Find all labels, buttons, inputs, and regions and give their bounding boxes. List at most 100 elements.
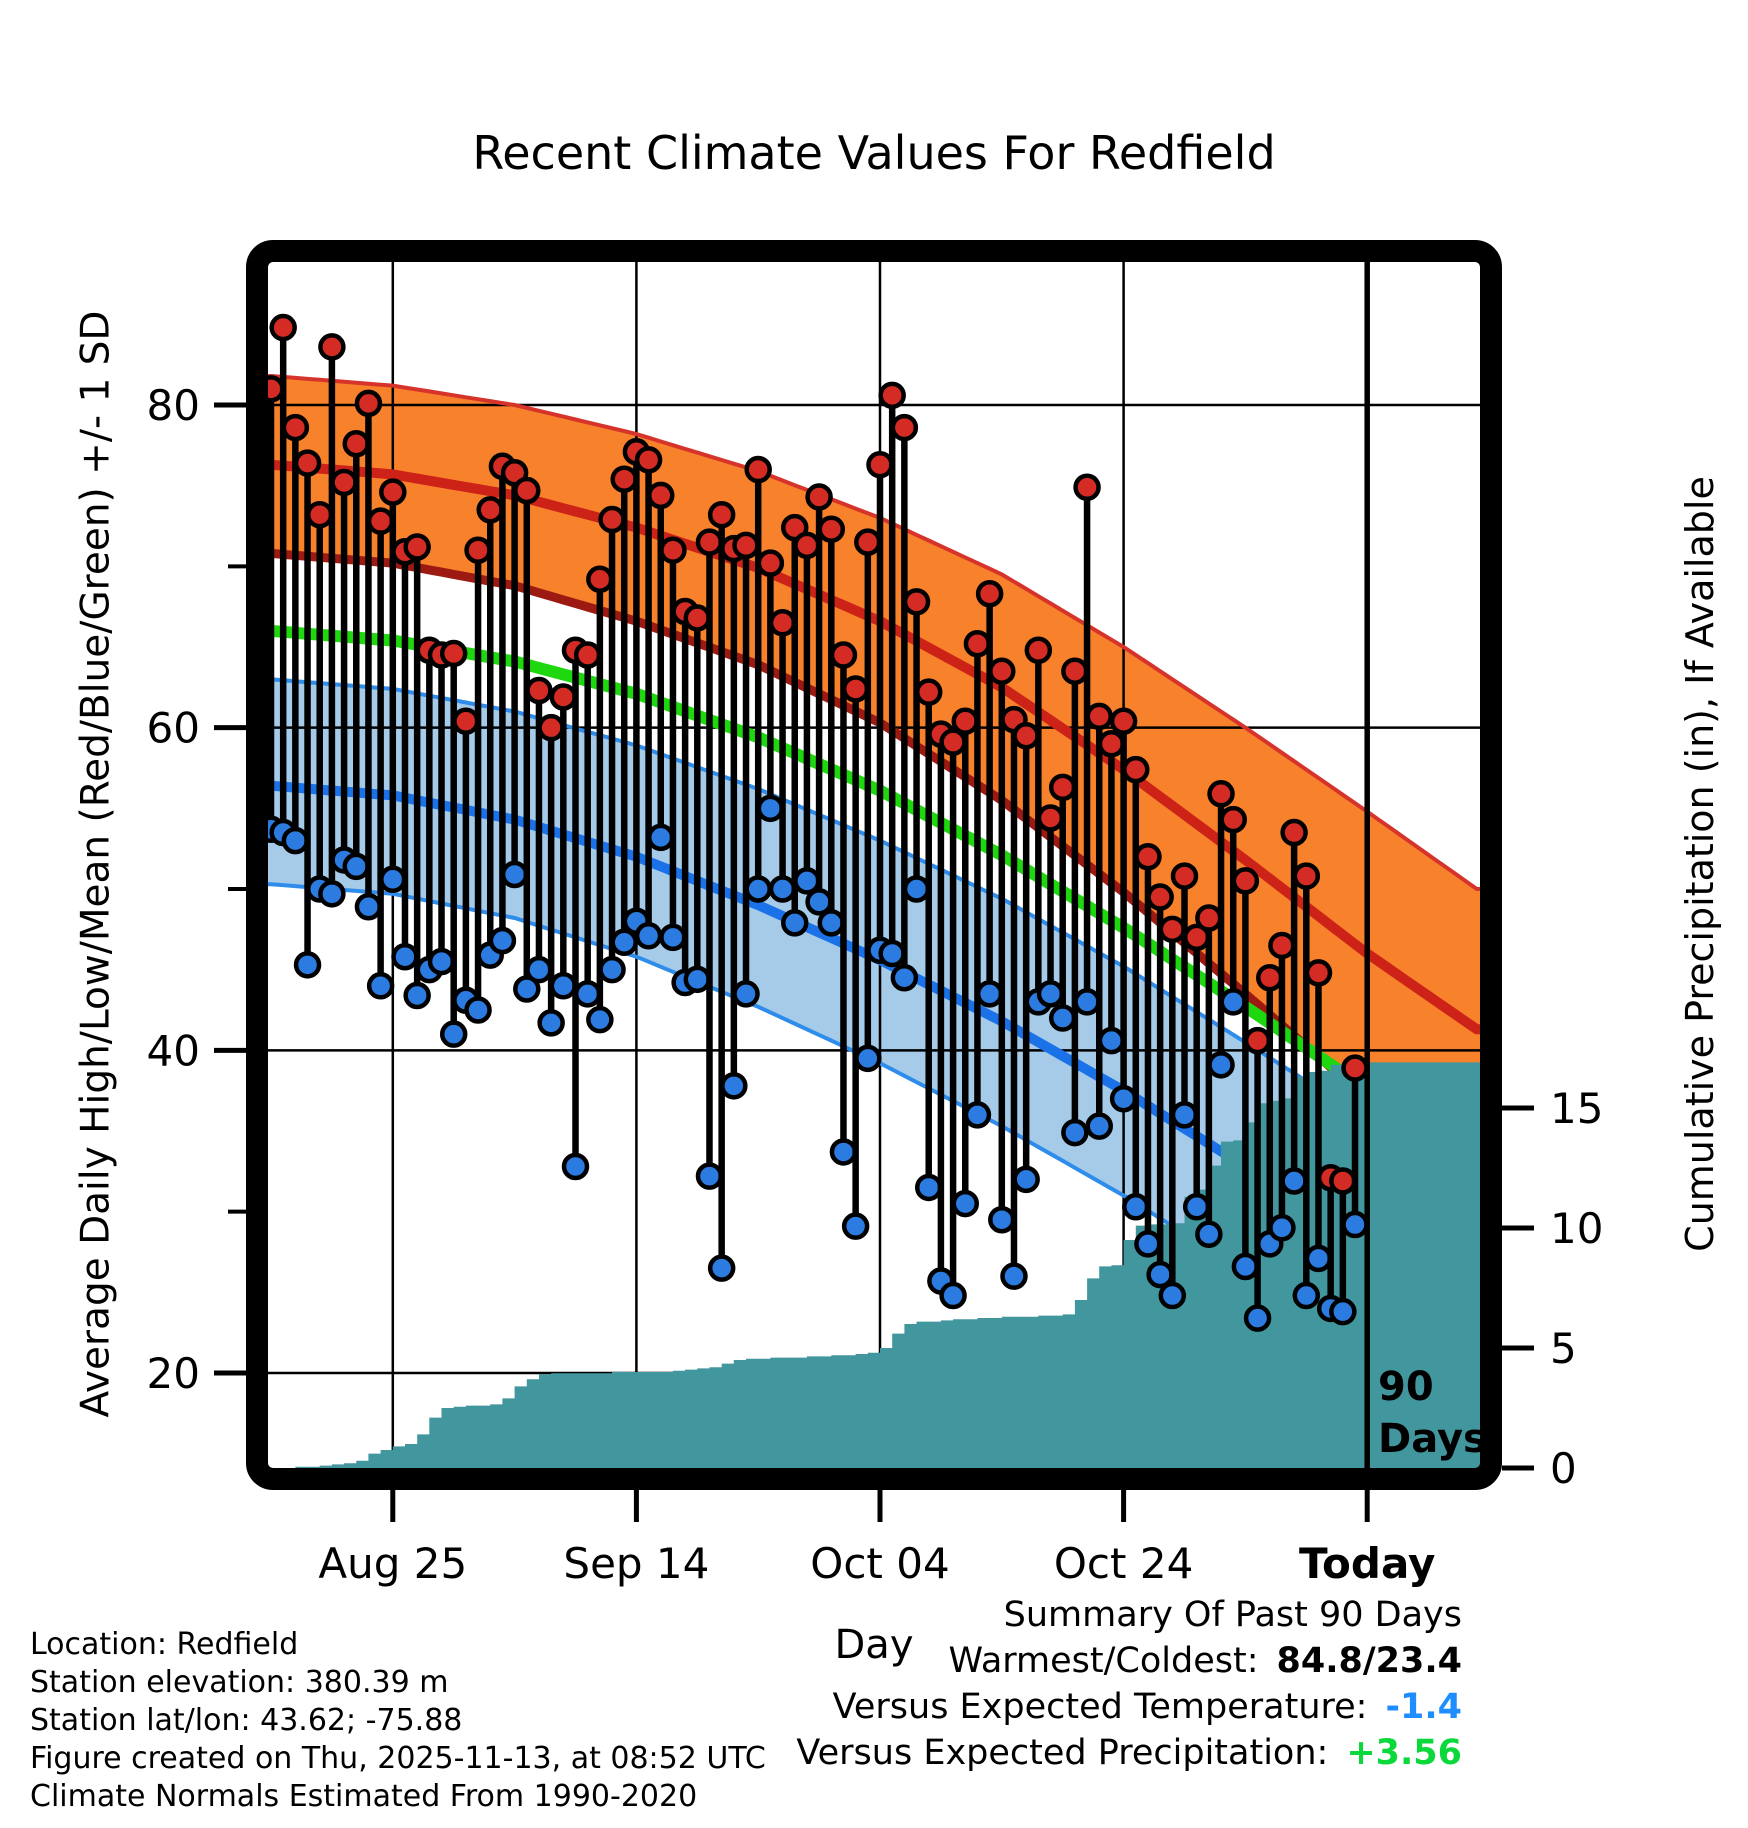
low-dot-day70 (1109, 1084, 1138, 1113)
high-dot-day26 (573, 641, 602, 669)
low-dot-day62 (1012, 1165, 1040, 1194)
high-dot-day80 (1231, 867, 1260, 895)
high-dot-day17 (464, 536, 492, 564)
vs-precipitation-value: +3.56 (1346, 1733, 1462, 1773)
low-dot-day48 (841, 1212, 870, 1240)
low-dot-day58 (963, 1101, 992, 1129)
high-dot-day27 (586, 565, 614, 593)
metadata-location: Location: Redfield (30, 1627, 299, 1662)
high-dot-day54 (914, 678, 943, 706)
low-dot-day78 (1207, 1051, 1235, 1079)
high-dot-day28 (598, 505, 626, 534)
high-dot-day69 (1097, 730, 1126, 758)
low-dot-day24 (549, 972, 578, 1000)
high-dot-day62 (1012, 721, 1040, 750)
low-dot-day54 (914, 1173, 943, 1202)
high-dot-day79 (1219, 805, 1247, 834)
y-left-tick-label-80: 80 (147, 381, 200, 430)
high-dot-day83 (1268, 931, 1296, 960)
low-dot-day29 (610, 928, 638, 956)
high-dot-day5 (318, 333, 346, 361)
metadata-latlon: Station lat/lon: 43.62; -75.88 (30, 1703, 463, 1738)
low-dot-day12 (403, 981, 431, 1010)
high-dot-day40 (744, 455, 772, 484)
low-dot-day28 (598, 955, 626, 984)
high-dot-day3 (293, 449, 322, 477)
low-dot-day49 (854, 1044, 882, 1073)
high-dot-day70 (1109, 707, 1138, 735)
low-dot-day66 (1061, 1118, 1089, 1147)
low-dot-day68 (1085, 1112, 1113, 1140)
low-dot-day47 (829, 1138, 858, 1166)
y-left-tick-label-60: 60 (147, 704, 200, 753)
high-dot-day8 (354, 389, 383, 418)
low-dot-day56 (939, 1281, 967, 1310)
low-dot-day42 (768, 875, 797, 903)
warmest-coldest-label: Warmest/Coldest: (948, 1641, 1259, 1681)
high-dot-day47 (829, 641, 858, 669)
high-dot-day7 (342, 429, 371, 458)
x-axis-label: Day (834, 1622, 914, 1668)
vs-temperature-value: -1.4 (1385, 1687, 1462, 1727)
low-dot-day10 (379, 865, 407, 894)
high-dot-day89 (1341, 1054, 1369, 1082)
low-dot-day81 (1243, 1304, 1272, 1332)
low-dot-day79 (1219, 988, 1247, 1016)
low-dot-day23 (537, 1009, 565, 1037)
low-dot-day32 (647, 823, 675, 852)
low-dot-day31 (634, 922, 663, 950)
high-mean-line (263, 459, 1485, 1035)
low-dot-day37 (707, 1254, 736, 1282)
high-dot-day85 (1292, 862, 1321, 890)
low-dot-day7 (342, 852, 371, 881)
low-dot-day15 (439, 1020, 468, 1048)
low-dot-day84 (1280, 1167, 1308, 1195)
y-axis-right-label: Cumulative Precipitation (in), If Availa… (1678, 476, 1722, 1252)
low-dot-day67 (1073, 988, 1101, 1016)
high-dot-day71 (1122, 755, 1150, 784)
summary-warmest-coldest: Warmest/Coldest: 84.8/23.4 (796, 1638, 1462, 1684)
low-dot-day5 (318, 880, 346, 908)
high-dot-day36 (695, 528, 724, 556)
low-dot-day71 (1122, 1193, 1150, 1221)
low-dot-day25 (561, 1152, 590, 1181)
chart-title: Recent Climate Values For Redfield (472, 126, 1276, 180)
summary-title-text: Summary Of Past 90 Days (1003, 1595, 1462, 1635)
low-dot-day80 (1231, 1252, 1260, 1281)
low-dot-day14 (427, 947, 456, 976)
low-dot-day26 (573, 980, 602, 1008)
high-dot-day51 (878, 381, 906, 410)
low-dot-day83 (1268, 1214, 1296, 1242)
high-dot-day64 (1036, 804, 1065, 832)
high-dot-day41 (756, 549, 785, 577)
high-dot-day50 (866, 450, 894, 479)
high-dot-day32 (647, 481, 675, 510)
high-dot-day53 (902, 588, 931, 616)
low-dot-day35 (683, 965, 712, 994)
high-dot-day12 (403, 533, 431, 561)
high-dot-day68 (1085, 702, 1113, 731)
low-dot-day3 (293, 951, 322, 979)
low-dot-day59 (975, 980, 1004, 1008)
y-right-tick-label-10: 10 (1550, 1204, 1603, 1253)
y-right-tick-label-5: 5 (1550, 1324, 1577, 1373)
ninety-days-annotation-line1: 90 (1378, 1364, 1434, 1410)
high-dot-day74 (1158, 915, 1187, 944)
y-right-tick-label-15: 15 (1550, 1084, 1603, 1133)
high-dot-day21 (513, 476, 541, 505)
low-dot-day86 (1304, 1244, 1333, 1273)
high-dot-day15 (439, 639, 468, 668)
high-dot-day60 (988, 657, 1016, 685)
high-dot-day86 (1304, 959, 1333, 987)
y-axis-left-label: Average Daily High/Low/Mean (Red/Blue/Gr… (73, 310, 119, 1418)
high-dot-day57 (951, 707, 980, 735)
metadata-elevation: Station elevation: 380.39 m (30, 1665, 449, 1700)
low-dot-day11 (391, 942, 419, 971)
low-dot-day52 (890, 963, 919, 992)
y-right-tick-label-0: 0 (1550, 1444, 1577, 1493)
low-dot-day88 (1329, 1297, 1357, 1326)
chart-layer: 80 60 40 20 15 10 5 0 Aug 25 Sep 14 Oct 04 Oct 24 To… (147, 240, 1603, 1588)
x-tick-label-sep-14: Sep 14 (563, 1539, 709, 1588)
plot-frame (246, 240, 1502, 1490)
